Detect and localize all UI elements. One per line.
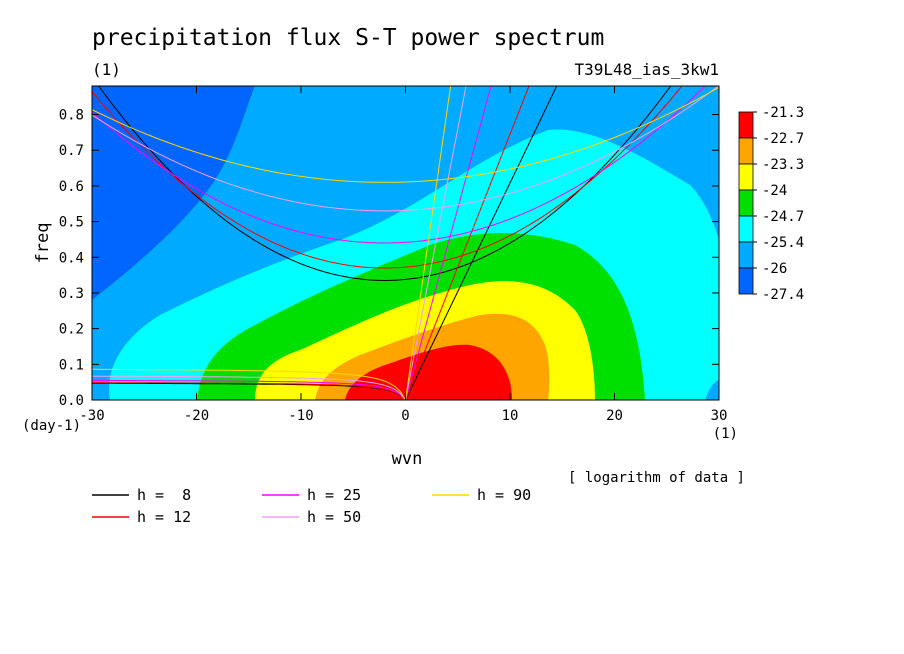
y-tick-label: 0.1 — [59, 357, 84, 373]
y-tick-label: 0.2 — [59, 322, 84, 338]
x-axis: -30 -20 -10 0 10 20 30 — [79, 86, 727, 424]
curve-kelvin-h8 — [405, 86, 558, 400]
colorbar: -21.3 -22.7 -23.3 -24 -24.7 -25.4 -26 -27.4 — [738, 105, 804, 303]
colorbar-label: -22.7 — [762, 131, 804, 147]
curve-symmetric-h12 — [92, 86, 683, 269]
curve-rossby-h90 — [92, 368, 406, 400]
colorbar-swatch — [738, 137, 754, 165]
curve-symmetric-h25 — [92, 86, 706, 244]
legend-label: h = 50 — [307, 508, 361, 526]
x-unit-label: (1) — [713, 426, 738, 442]
x-axis-title: wvn — [392, 449, 423, 469]
y-tick-label: 0.7 — [59, 143, 84, 159]
data-note: [ logarithm of data ] — [568, 470, 745, 486]
x-tick-label: -20 — [184, 408, 209, 424]
legend: h = 8 h = 12 h = 25 h = 50 h = 90 — [92, 486, 531, 526]
y-tick-label: 0.8 — [59, 108, 84, 124]
plot-area — [92, 86, 719, 400]
colorbar-label: -26 — [762, 261, 787, 277]
colorbar-label: -25.4 — [762, 235, 804, 251]
colorbar-swatch — [738, 215, 754, 243]
x-tick-label: -10 — [288, 408, 313, 424]
curve-kelvin-h50 — [405, 86, 467, 400]
colorbar-swatch — [738, 267, 754, 295]
x-tick-label: 0 — [401, 408, 409, 424]
colorbar-label: -24 — [762, 183, 787, 199]
x-tick-label: -30 — [79, 408, 104, 424]
colorbar-swatch — [738, 111, 754, 139]
y-axis-title: freq — [33, 223, 53, 264]
colorbar-swatch — [738, 189, 754, 217]
curve-rossby-h50 — [92, 375, 406, 400]
curve-kelvin-h25 — [405, 86, 492, 400]
curve-symmetric-h90 — [92, 86, 719, 183]
y-unit-label: (day-1) — [22, 418, 81, 434]
y-tick-label: 0.3 — [59, 286, 84, 302]
y-tick-label: 0.5 — [59, 215, 84, 231]
colorbar-label: -27.4 — [762, 287, 804, 303]
colorbar-label: -24.7 — [762, 209, 804, 225]
curve-rossby-h12 — [92, 382, 406, 400]
legend-label: h = 90 — [477, 486, 531, 504]
y-tick-label: 0.6 — [59, 179, 84, 195]
curve-rossby-h8 — [92, 382, 406, 400]
legend-label: h = 12 — [137, 508, 191, 526]
y-tick-label: 0.0 — [59, 393, 84, 409]
x-tick-label: 20 — [606, 408, 623, 424]
x-tick-label: 30 — [711, 408, 728, 424]
y-axis: 0.0 0.1 0.2 0.3 0.4 0.5 0.6 0.7 0.8 — [59, 108, 719, 409]
colorbar-swatch — [738, 241, 754, 269]
x-tick-label: 10 — [502, 408, 519, 424]
dispersion-curves — [92, 86, 719, 400]
run-label: T39L48_ias_3kw1 — [575, 60, 720, 79]
curve-kelvin-h12 — [405, 86, 530, 400]
legend-label: h = 25 — [307, 486, 361, 504]
colorbar-label: -23.3 — [762, 157, 804, 173]
colorbar-swatch — [738, 163, 754, 191]
curve-symmetric-h50 — [92, 86, 719, 212]
chart-title: precipitation flux S-T power spectrum — [92, 25, 604, 51]
curve-rossby-h25 — [92, 379, 406, 400]
colorbar-label: -21.3 — [762, 105, 804, 121]
y-tick-label: 0.4 — [59, 250, 84, 266]
title-unit: (1) — [92, 60, 121, 79]
legend-label: h = 8 — [137, 486, 191, 504]
